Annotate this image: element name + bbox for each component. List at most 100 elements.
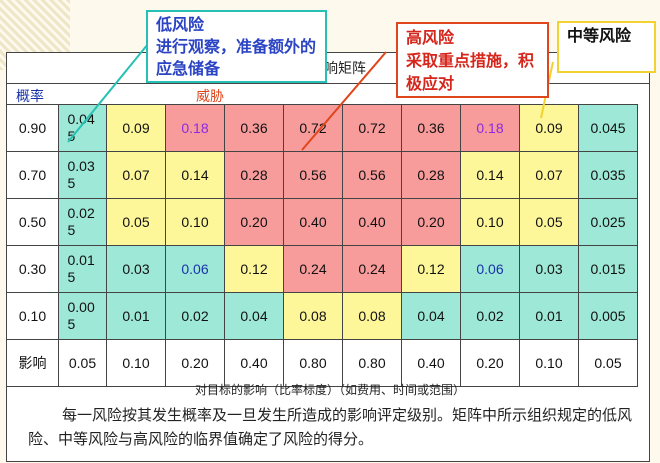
risk-score-cell: 0.01 [519, 292, 579, 340]
risk-score-value: 0.03 [535, 261, 563, 277]
risk-score-cell: 0.03 [106, 245, 166, 293]
matrix-row: 0.90 0.045 0.09 0.18 0.36 0.72 0.72 0.36 0.18 0.0… [6, 104, 638, 152]
risk-score-value: 0.14 [181, 167, 209, 183]
risk-score-value: 0.005 [590, 308, 626, 324]
risk-score-cell: 0.24 [283, 245, 343, 293]
risk-score-value: 0.40 [358, 214, 386, 230]
risk-score-value: 0.24 [299, 261, 327, 277]
risk-score-value: 0.36 [417, 120, 445, 136]
risk-score-cell: 0.28 [401, 151, 461, 199]
risk-score-value: 0.025 [590, 214, 626, 230]
risk-score-cell: 0.28 [224, 151, 284, 199]
risk-score-value: 0.12 [240, 261, 268, 277]
impact-value: 0.80 [283, 339, 343, 387]
risk-score-value: 0.36 [240, 120, 268, 136]
risk-score-cell: 0.025 [578, 198, 638, 246]
risk-score-cell: 0.035 [58, 151, 107, 199]
risk-score-cell: 0.03 [519, 245, 579, 293]
risk-score-cell: 0.005 [578, 292, 638, 340]
risk-score-value: 0.28 [417, 167, 445, 183]
matrix-subheader: 概率 威胁 [6, 84, 650, 105]
risk-score-value: 0.12 [417, 261, 445, 277]
risk-score-value: 0.05 [122, 214, 150, 230]
risk-score-value: 0.10 [181, 214, 209, 230]
risk-score-value: 0.10 [476, 214, 504, 230]
risk-score-cell: 0.005 [58, 292, 107, 340]
risk-score-value: 0.18 [181, 120, 209, 136]
probability-value: 0.10 [6, 292, 59, 340]
risk-score-cell: 0.40 [342, 198, 402, 246]
risk-matrix-table: 0.90 0.045 0.09 0.18 0.36 0.72 0.72 0.36 0.18 0.0… [6, 104, 638, 387]
risk-score-value: 0.20 [240, 214, 268, 230]
risk-score-value: 0.015 [67, 252, 95, 285]
risk-score-cell: 0.04 [401, 292, 461, 340]
probability-value: 0.90 [6, 104, 59, 152]
risk-score-value: 0.07 [535, 167, 563, 183]
risk-score-value: 0.02 [181, 308, 209, 324]
risk-score-cell: 0.24 [342, 245, 402, 293]
risk-score-cell: 0.025 [58, 198, 107, 246]
risk-score-cell: 0.05 [106, 198, 166, 246]
risk-score-cell: 0.02 [460, 292, 520, 340]
risk-score-value: 0.01 [535, 308, 563, 324]
medium-risk-title: 中等风险 [567, 26, 632, 45]
risk-score-value: 0.035 [67, 158, 95, 191]
risk-score-value: 0.08 [299, 308, 327, 324]
risk-score-cell: 0.08 [283, 292, 343, 340]
risk-score-value: 0.015 [590, 261, 626, 277]
risk-score-cell: 0.07 [519, 151, 579, 199]
matrix-row: 0.50 0.025 0.05 0.10 0.20 0.40 0.40 0.20 0.10 0.0… [6, 198, 638, 246]
risk-score-cell: 0.08 [342, 292, 402, 340]
risk-score-cell: 0.36 [401, 104, 461, 152]
risk-score-value: 0.06 [476, 261, 504, 277]
risk-score-value: 0.24 [358, 261, 386, 277]
risk-score-cell: 0.07 [106, 151, 166, 199]
risk-score-cell: 0.72 [342, 104, 402, 152]
high-risk-title: 高风险 [406, 28, 455, 47]
risk-score-cell: 0.18 [460, 104, 520, 152]
impact-label: 影响 [6, 339, 59, 387]
risk-score-value: 0.09 [535, 120, 563, 136]
risk-score-cell: 0.035 [578, 151, 638, 199]
risk-score-value: 0.05 [535, 214, 563, 230]
impact-value: 0.20 [165, 339, 225, 387]
risk-score-cell: 0.045 [58, 104, 107, 152]
risk-score-value: 0.20 [417, 214, 445, 230]
risk-score-cell: 0.015 [58, 245, 107, 293]
risk-score-cell: 0.14 [165, 151, 225, 199]
risk-score-value: 0.72 [299, 120, 327, 136]
risk-score-value: 0.28 [240, 167, 268, 183]
risk-score-value: 0.56 [299, 167, 327, 183]
risk-score-cell: 0.56 [342, 151, 402, 199]
risk-score-value: 0.06 [181, 261, 209, 277]
risk-score-value: 0.025 [67, 205, 95, 238]
probability-value: 0.70 [6, 151, 59, 199]
risk-score-value: 0.72 [358, 120, 386, 136]
risk-score-value: 0.14 [476, 167, 504, 183]
risk-score-value: 0.18 [476, 120, 504, 136]
impact-value: 0.80 [342, 339, 402, 387]
risk-score-cell: 0.18 [165, 104, 225, 152]
risk-score-value: 0.07 [122, 167, 150, 183]
impact-value: 0.05 [58, 339, 107, 387]
risk-score-cell: 0.02 [165, 292, 225, 340]
risk-score-value: 0.005 [67, 299, 95, 332]
explanation-note: 每一风险按其发生概率及一旦发生所造成的影响评定级别。矩阵中所示组织规定的低风险、… [28, 406, 633, 448]
risk-score-cell: 0.12 [401, 245, 461, 293]
high-risk-text: 采取重点措施，积极应对 [406, 51, 535, 93]
risk-score-value: 0.035 [590, 167, 626, 183]
probability-label: 概率 [16, 89, 44, 105]
matrix-row: 0.70 0.035 0.07 0.14 0.28 0.56 0.56 0.28 0.14 0.0… [6, 151, 638, 199]
risk-score-cell: 0.04 [224, 292, 284, 340]
impact-value: 0.10 [106, 339, 166, 387]
impact-value: 0.10 [519, 339, 579, 387]
risk-score-cell: 0.72 [283, 104, 343, 152]
risk-score-value: 0.04 [417, 308, 445, 324]
impact-axis-caption: 对目标的影响（比率标度）（如费用、时间或范围） [194, 383, 465, 397]
risk-score-cell: 0.06 [460, 245, 520, 293]
matrix-row: 0.10 0.005 0.01 0.02 0.04 0.08 0.08 0.04 0.02 0.0… [6, 292, 638, 340]
risk-score-value: 0.04 [240, 308, 268, 324]
risk-score-cell: 0.10 [165, 198, 225, 246]
risk-score-cell: 0.20 [401, 198, 461, 246]
impact-value: 0.20 [460, 339, 520, 387]
